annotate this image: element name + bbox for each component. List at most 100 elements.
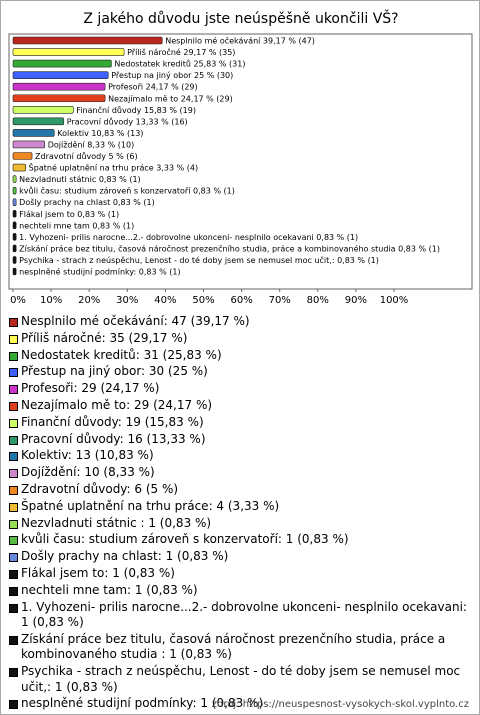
chart-title: Z jakého důvodu jste neúspěšně ukončili … bbox=[83, 9, 398, 27]
legend-label: Pracovní důvody: 16 (13,33 %) bbox=[21, 431, 206, 446]
legend-label: Nezvladnuti státnic : 1 (0,83 %) bbox=[21, 515, 212, 530]
bar-label: Příliš náročné 29,17 % (35) bbox=[127, 47, 235, 57]
bar-label: Zdravotní důvody 5 % (6) bbox=[35, 151, 138, 161]
legend-label: nechteli mne tam: 1 (0,83 %) bbox=[21, 582, 198, 597]
legend-item: 1. Vyhozeni- prilis narocne...2.- dobrov… bbox=[9, 600, 471, 631]
x-tick-label: 30% bbox=[116, 295, 138, 306]
bar bbox=[12, 209, 17, 218]
legend-swatch bbox=[9, 485, 18, 495]
legend-item: Psychika - strach z neúspěchu, Lenost - … bbox=[9, 664, 471, 695]
legend-item: Špatné uplatnění na trhu práce: 4 (3,33 … bbox=[9, 499, 471, 515]
legend-item: Přestup na jiný obor: 30 (25 %) bbox=[9, 364, 471, 380]
bar bbox=[12, 71, 109, 79]
bar-label: Získání práce bez titulu, časová náročno… bbox=[19, 243, 440, 253]
bar-label: Flákal jsem to 0,83 % (1) bbox=[19, 210, 119, 219]
bar-label: Došly prachy na chlast 0,83 % (1) bbox=[19, 197, 155, 207]
legend-swatch bbox=[9, 700, 18, 710]
legend-label: Kolektiv: 13 (10,83 %) bbox=[21, 448, 154, 463]
bar bbox=[12, 256, 17, 264]
chart: Z jakého důvodu jste neúspěšně ukončili … bbox=[8, 9, 473, 306]
bar-label: Pracovní důvody 13,33 % (16) bbox=[67, 116, 188, 126]
bar-label: Nezvladnuti státnic 0,83 % (1) bbox=[19, 175, 140, 184]
legend-label: Příliš náročné: 35 (29,17 %) bbox=[21, 330, 188, 345]
legend-item: nechteli mne tam: 1 (0,83 %) bbox=[9, 583, 471, 599]
bar bbox=[12, 36, 163, 45]
legend-swatch bbox=[9, 519, 18, 529]
legend-label: kvůli času: studium zároveň s konzervato… bbox=[21, 532, 349, 547]
bar bbox=[12, 129, 55, 137]
legend-swatch bbox=[9, 569, 18, 579]
legend-label: Došly prachy na chlast: 1 (0,83 %) bbox=[21, 549, 229, 564]
bar bbox=[12, 186, 17, 195]
legend-item: Pracovní důvody: 16 (13,33 %) bbox=[9, 432, 471, 448]
bar bbox=[12, 233, 17, 241]
legend-swatch bbox=[9, 334, 18, 344]
bar-label: Dojíždění 8,33 % (10) bbox=[48, 140, 134, 149]
bar bbox=[12, 140, 46, 149]
legend-label: 1. Vyhozeni- prilis narocne...2.- dobrov… bbox=[21, 599, 471, 630]
legend-item: Nezajímalo mě to: 29 (24,17 %) bbox=[9, 398, 471, 414]
bar bbox=[12, 163, 26, 172]
legend-label: nesplněné studijní podmínky: 1 (0,83 %) bbox=[21, 696, 264, 711]
legend-swatch bbox=[9, 401, 18, 411]
legend: Nesplnilo mé očekávání: 47 (39,17 %) Příl… bbox=[9, 314, 471, 713]
legend-label: Dojíždění: 10 (8,33 %) bbox=[21, 465, 155, 480]
bar-label: kvůli času: studium zároveň s konzervato… bbox=[19, 186, 235, 196]
legend-label: Získání práce bez titulu, časová náročno… bbox=[21, 631, 450, 662]
bar bbox=[12, 82, 106, 91]
legend-label: Finanční důvody: 19 (15,83 %) bbox=[21, 414, 204, 429]
legend-item: Nezvladnuti státnic : 1 (0,83 %) bbox=[9, 516, 471, 532]
x-tick-label: 70% bbox=[269, 295, 291, 306]
legend-item: Finanční důvody: 19 (15,83 %) bbox=[9, 415, 471, 431]
x-tick-label: 0% bbox=[10, 295, 26, 306]
legend-swatch bbox=[9, 502, 18, 512]
legend-item: Flákal jsem to: 1 (0,83 %) bbox=[9, 566, 471, 582]
bar-label: Psychika - strach z neúspěchu, Lenost - … bbox=[19, 255, 379, 265]
bar bbox=[12, 221, 17, 230]
bar bbox=[12, 244, 17, 253]
bar bbox=[12, 117, 65, 126]
bar-label: 1. Vyhozeni- prilis narocne...2.- dobrov… bbox=[19, 233, 358, 242]
legend-label: Flákal jsem to: 1 (0,83 %) bbox=[21, 565, 175, 580]
legend-swatch bbox=[9, 586, 18, 596]
legend-label: Zdravotní důvody: 6 (5 %) bbox=[21, 481, 179, 496]
bar-label: Nesplnilo mé očekávání 39,17 % (47) bbox=[165, 36, 315, 46]
legend-swatch bbox=[9, 536, 18, 546]
legend-swatch bbox=[9, 553, 18, 563]
x-tick-label: 60% bbox=[230, 295, 252, 306]
bar-label: Finanční důvody 15,83 % (19) bbox=[76, 105, 196, 115]
legend-item: Získání práce bez titulu, časová náročno… bbox=[9, 632, 471, 663]
bar-label: Nezajímalo mě to 24,17 % (29) bbox=[108, 94, 233, 103]
legend-item: Dojíždění: 10 (8,33 %) bbox=[9, 465, 471, 481]
legend-item: kvůli času: studium zároveň s konzervato… bbox=[9, 532, 471, 548]
x-tick-label: 50% bbox=[192, 295, 214, 306]
legend-label: Nesplnilo mé očekávání: 47 (39,17 %) bbox=[21, 314, 250, 328]
source: zdroj: https://neuspesnost-vysokych-skol… bbox=[211, 699, 469, 710]
legend-swatch bbox=[9, 668, 18, 678]
bar bbox=[12, 152, 33, 160]
x-tick-label: 80% bbox=[307, 295, 329, 306]
legend-swatch bbox=[9, 635, 18, 645]
legend-item: Nedostatek kreditů: 31 (25,83 %) bbox=[9, 348, 471, 364]
legend-swatch bbox=[9, 469, 18, 479]
legend-swatch bbox=[9, 318, 18, 327]
bar-label: Špatné uplatnění na trhu práce 3,33 % (4… bbox=[29, 162, 198, 173]
legend-swatch bbox=[9, 368, 18, 378]
bar-label: Nedostatek kreditů 25,83 % (31) bbox=[114, 59, 245, 69]
legend-swatch bbox=[9, 452, 18, 462]
legend-swatch bbox=[9, 603, 18, 613]
bar bbox=[12, 59, 112, 68]
legend-swatch bbox=[9, 435, 18, 445]
legend-item: Došly prachy na chlast: 1 (0,83 %) bbox=[9, 549, 471, 565]
legend-label: Přestup na jiný obor: 30 (25 %) bbox=[21, 364, 208, 379]
legend-swatch bbox=[9, 351, 18, 361]
x-tick-label: 90% bbox=[345, 295, 367, 306]
legend-item: Zdravotní důvody: 6 (5 %) bbox=[9, 482, 471, 498]
legend-item: Kolektiv: 13 (10,83 %) bbox=[9, 448, 471, 464]
bar bbox=[12, 267, 17, 276]
x-tick-label: 10% bbox=[40, 295, 62, 306]
legend-label: Profesoři: 29 (24,17 %) bbox=[21, 381, 160, 396]
legend-label: Nezajímalo mě to: 29 (24,17 %) bbox=[21, 397, 213, 412]
bar-label: Profesoři 24,17 % (29) bbox=[108, 83, 198, 92]
